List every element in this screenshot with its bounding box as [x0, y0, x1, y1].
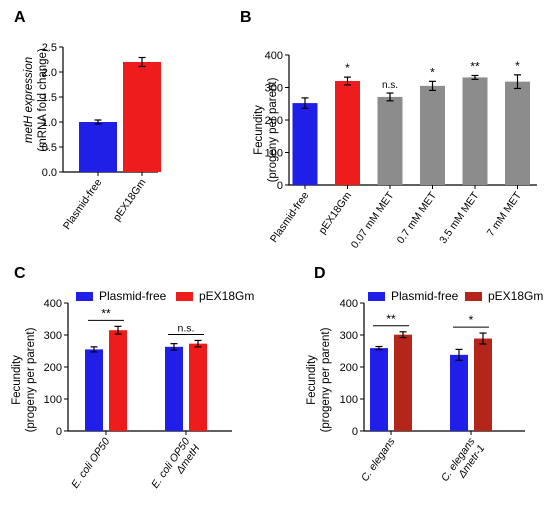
panel-d-legend-swatch [465, 292, 482, 301]
panel-b-ytick-label: 200 [265, 115, 283, 127]
panel-b-xtick-label-line: 0.7 mM MET [395, 189, 440, 246]
panel-c-ytick-label: 300 [44, 330, 62, 342]
panel-a-ytick-label: 1.5 [42, 92, 57, 104]
panel-letter-a: A [14, 9, 26, 26]
panel-c-legend-label: Plasmid-free [99, 289, 167, 303]
panel-letter-b: B [240, 9, 252, 26]
panel-d-legend-label: pEX18Gm [488, 289, 543, 303]
panel-a-ytick-label: 1.0 [42, 117, 57, 129]
panel-b-significance: n.s. [382, 80, 398, 91]
panel-a-ylabel-line2: (mRNA fold change) [37, 48, 49, 152]
panel-c-plot: 0 100 200 300 400 ** E. coli OP50 n.s. E. coli O… [44, 289, 255, 491]
panel-c-ytick-label: 400 [44, 298, 62, 310]
panel-d-xtick-label-line: C. elegans [359, 435, 398, 484]
panel-letter-d: D [314, 265, 326, 282]
panel-b-ylabel-line1: Fecundity [253, 105, 265, 155]
panel-b-bar [292, 103, 318, 185]
panel-d-plot: 0 100 200 300 400 ** C. elegans * C. elegansΔmet… [340, 289, 544, 484]
panel-a-bar [123, 62, 161, 172]
panel-a-ylabel: metH expression (mRNA fold change) [23, 48, 49, 152]
panel-d-legend-swatch [368, 292, 385, 301]
panel-c-ytick-label: 200 [44, 362, 62, 374]
panel-b-xtick-label: 0.07 mM MET [349, 189, 397, 250]
panel-c-ytick-label: 100 [44, 394, 62, 406]
panel-d-ytick-label: 200 [340, 362, 358, 374]
panel-b-xtick-label: 0.7 mM MET [395, 189, 440, 246]
panel-b-significance: * [345, 61, 350, 75]
panel-c-legend-swatch [176, 292, 193, 301]
panel-b-xtick-label-line: Plasmid-free [268, 190, 312, 245]
panel-c-xtick-label-line: E. coli OP50 [69, 436, 112, 491]
panel-d-legend-label: Plasmid-free [391, 289, 459, 303]
panel-a-ytick-label: 0.0 [42, 167, 57, 179]
panel-b-bar [377, 96, 403, 185]
panel-b-significance: ** [470, 59, 480, 73]
panel-a-xtick-label-line: Plasmid-free [61, 177, 105, 232]
panel-d-bar [370, 348, 388, 431]
panel-c-ytick-label: 0 [56, 426, 62, 438]
panel-d-significance: ** [386, 312, 396, 326]
panel-d-ytick-label: 400 [340, 298, 358, 310]
panel-d-ylabel-line1: Fecundity [306, 355, 318, 405]
panel-b-significance: * [430, 65, 435, 79]
panel-b-ytick-label: 400 [265, 50, 283, 62]
panel-a-plot: 0.0 0.5 1.0 1.5 2.0 2.5 Plasmid-free pEX18Gm [42, 42, 161, 232]
panel-d-ytick-label: 300 [340, 330, 358, 342]
panel-letter-c: C [14, 265, 26, 282]
panel-b-xtick-label: Plasmid-free [268, 190, 312, 245]
panel-b-xtick-label-line: 0.07 mM MET [349, 189, 397, 250]
panel-b-xtick-label: pEX18Gm [316, 190, 354, 237]
panel-a-ytick-label: 2.5 [42, 42, 57, 54]
panel-b-ytick-label: 300 [265, 83, 283, 95]
panel-c-significance: n.s. [178, 322, 195, 334]
panel-b-ylabel: Fecundity (progeny per parent) [253, 77, 279, 182]
panel-d-ylabel: Fecundity (progeny per parent) [306, 327, 332, 432]
panel-c-bar [189, 343, 207, 431]
panel-b-bar [462, 77, 488, 185]
panel-c-ylabel: Fecundity (progeny per parent) [11, 327, 37, 432]
panel-d-significance: * [469, 313, 474, 327]
panel-b-significance: * [515, 59, 520, 73]
panel-b-xtick-label: 3.5 mM MET [437, 189, 482, 246]
panel-b-plot: 0 100 200 300 400 Plasmid-free * pEX18Gm n.s. 0.0… [265, 50, 537, 251]
panel-c-bar [85, 349, 103, 431]
panel-c-significance: ** [101, 306, 111, 320]
panel-d-bar [450, 354, 468, 431]
panel-c-xtick-label: E. coli OP50 [69, 436, 112, 491]
panel-d-xtick-label: C. elegans [359, 435, 398, 484]
panel-b-ylabel-line2: (progeny per parent) [267, 77, 279, 182]
panel-b-xtick-label-line: 3.5 mM MET [437, 189, 482, 246]
panel-b-xtick-label: 7 mM MET [485, 189, 525, 238]
panel-c-bar [109, 330, 127, 431]
panel-b-xtick-label-line: pEX18Gm [316, 190, 354, 237]
panel-b-bar [505, 81, 530, 185]
panel-d-ytick-label: 0 [352, 426, 358, 438]
panel-a-ytick-label: 0.5 [42, 142, 57, 154]
panel-d-bar [474, 338, 492, 431]
panel-d-ytick-label: 100 [340, 394, 358, 406]
panel-b-bar [420, 85, 445, 185]
panel-a-xtick-label: pEX18Gm [111, 177, 149, 224]
panel-c-ylabel-line2: (progeny per parent) [25, 327, 37, 432]
panel-c-legend-label: pEX18Gm [199, 289, 254, 303]
panel-a-xtick-label-line: pEX18Gm [111, 177, 149, 224]
panel-c-legend-swatch [76, 292, 93, 301]
panel-b-xtick-label-line: 7 mM MET [485, 189, 525, 238]
panel-a-xtick-label: Plasmid-free [61, 177, 105, 232]
panel-b-ytick-label: 0 [277, 180, 283, 192]
panel-a-bar [79, 122, 117, 172]
panel-a-ytick-label: 2.0 [42, 67, 57, 79]
panel-b-bar [335, 81, 360, 185]
panel-c-bar [165, 346, 183, 431]
panel-c-ylabel-line1: Fecundity [11, 355, 23, 405]
panel-d-ylabel-line2: (progeny per parent) [320, 327, 332, 432]
panel-a-ylabel-line1: metH expression [23, 57, 35, 143]
panel-b-ytick-label: 100 [265, 148, 283, 160]
panel-d-bar [394, 334, 412, 431]
